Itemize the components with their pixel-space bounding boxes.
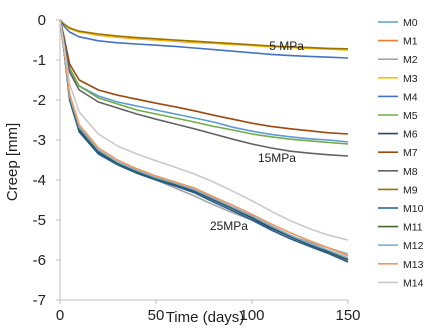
annotation-label: 15MPa xyxy=(258,151,296,165)
y-tick-label: -3 xyxy=(33,132,46,149)
legend-label: M4 xyxy=(403,91,418,103)
axes: 0 -1 -2 -3 -4 -5 -6 -7 0 50 100 150 xyxy=(33,12,361,324)
series-lines xyxy=(59,19,349,263)
legend-label: M13 xyxy=(403,259,424,271)
x-tick-label: 50 xyxy=(148,307,165,324)
legend-label: M0 xyxy=(403,17,418,29)
legend-label: M5 xyxy=(403,110,418,122)
legend-label: M8 xyxy=(403,166,418,178)
series-line-m10 xyxy=(59,19,349,263)
legend-label: M2 xyxy=(403,54,418,66)
legend-label: M14 xyxy=(403,277,424,289)
y-tick-label: -7 xyxy=(33,292,46,309)
annotation-label: 25MPa xyxy=(210,219,248,233)
y-tick-label: -1 xyxy=(33,52,46,69)
annotation-label: 5 MPa xyxy=(269,39,304,53)
x-tick-label: 150 xyxy=(335,307,360,324)
series-line-m8 xyxy=(59,19,349,157)
series-line-m14 xyxy=(59,19,349,241)
annotations: 5 MPa 15MPa 25MPa xyxy=(210,39,304,233)
legend-label: M1 xyxy=(403,36,418,48)
legend-label: M7 xyxy=(403,147,418,159)
series-line-m4 xyxy=(59,19,349,59)
y-tick-label: -4 xyxy=(33,172,46,189)
x-axis-title: Time (days) xyxy=(166,309,245,326)
y-axis-title: Creep [mm] xyxy=(4,123,21,201)
y-tick-label: 0 xyxy=(38,12,46,29)
legend-label: M9 xyxy=(403,184,418,196)
series-line-m7 xyxy=(59,19,349,135)
series-line-m13 xyxy=(59,19,349,257)
y-tick-label: -6 xyxy=(33,252,46,269)
series-line-m5 xyxy=(59,19,349,145)
x-tick-label: 0 xyxy=(56,307,64,324)
legend: M0 M1 M2 M3 M4 M5 M6 M7 M8 M9 M10 M11 M12 M13 M14 xyxy=(378,17,424,289)
legend-label: M12 xyxy=(403,240,424,252)
legend-label: M11 xyxy=(403,222,423,234)
y-tick-label: -5 xyxy=(33,212,46,229)
legend-label: M6 xyxy=(403,129,418,141)
legend-label: M3 xyxy=(403,73,418,85)
y-tick-label: -2 xyxy=(33,92,46,109)
x-tick-label: 100 xyxy=(239,307,264,324)
legend-label: M10 xyxy=(403,203,424,215)
series-line-m9 xyxy=(59,19,349,50)
